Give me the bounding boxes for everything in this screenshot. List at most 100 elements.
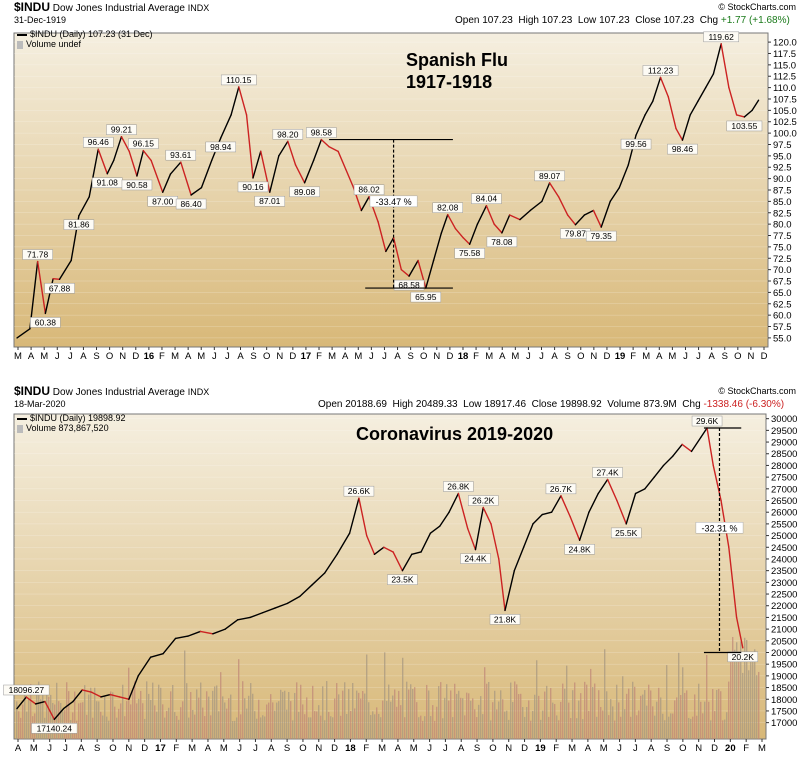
data-label: 79.35	[591, 231, 613, 241]
x-tick-label: J	[212, 351, 217, 362]
y-tick-label: 28000	[771, 461, 797, 472]
data-label: 18096.27	[9, 685, 45, 695]
volume-bars	[16, 636, 760, 739]
price-segment	[501, 214, 511, 234]
volume-bar	[718, 688, 720, 739]
volume-bar	[212, 690, 214, 739]
volume-bar	[572, 690, 574, 739]
chart-name: Dow Jones Industrial Average	[52, 3, 185, 14]
price-segment	[245, 114, 254, 179]
volume-bar	[274, 710, 276, 739]
volume-bar	[504, 711, 506, 739]
y-tick-label: 105.0	[773, 106, 797, 117]
volume-bar	[454, 683, 456, 739]
price-segment	[420, 532, 432, 553]
x-tick-label: N	[433, 351, 440, 362]
y-tick-label: 67.5	[773, 277, 792, 288]
y-tick-label: 85.0	[773, 197, 792, 208]
volume-bar	[102, 715, 104, 739]
price-segment	[220, 114, 232, 139]
data-label-box	[175, 198, 207, 210]
volume-bar	[438, 686, 440, 739]
x-tick-label: N	[505, 743, 512, 754]
data-label: 26.6K	[348, 486, 371, 496]
volume-bar	[160, 687, 162, 739]
y-tick-label: 26000	[771, 508, 797, 519]
volume-bar	[486, 683, 488, 739]
volume-bar	[356, 690, 358, 739]
volume-bar	[88, 694, 90, 739]
x-tick-label: M	[642, 351, 650, 362]
volume-bar	[210, 715, 212, 739]
volume-bar	[308, 717, 310, 739]
price-segment	[36, 260, 47, 315]
y-tick-label: 17500	[771, 706, 797, 717]
volume-bar	[372, 711, 374, 739]
volume-bar	[146, 681, 148, 739]
y-tick-label: 27000	[771, 484, 797, 495]
volume-bar	[208, 696, 210, 739]
volume-bar	[302, 704, 304, 739]
volume-bar	[186, 683, 188, 739]
volume-bar	[58, 701, 60, 739]
data-label: 82.08	[437, 203, 459, 213]
volume-bar	[408, 689, 410, 739]
price-segment	[513, 546, 525, 572]
price-segment	[200, 159, 213, 189]
volume-bar	[488, 682, 490, 739]
volume-bar	[296, 682, 298, 739]
volume-bar	[686, 690, 688, 739]
data-label-box	[220, 74, 257, 86]
data-label: 86.02	[358, 185, 380, 195]
volume-bar	[114, 706, 116, 739]
x-tick-label: M	[758, 743, 766, 754]
volume-bar	[336, 683, 338, 739]
y-tick-label: 22000	[771, 601, 797, 612]
volume-bar	[496, 709, 498, 739]
x-tick-label: N	[276, 351, 283, 362]
price-segment	[118, 696, 130, 700]
x-tick-label: M	[600, 743, 608, 754]
x-tick-label: N	[695, 743, 702, 754]
volume-bar	[252, 693, 254, 739]
volume-bar	[374, 714, 376, 739]
x-tick-label: S	[407, 351, 413, 362]
price-segment	[606, 478, 618, 502]
volume-bar	[390, 701, 392, 739]
x-tick-label: D	[132, 351, 139, 362]
price-segment	[34, 700, 46, 705]
price-segment	[728, 546, 738, 619]
volume-bar	[428, 690, 430, 739]
price-segment	[260, 150, 271, 193]
x-tick-label: O	[489, 743, 496, 754]
volume-bar	[592, 687, 594, 739]
volume-bar	[264, 716, 266, 739]
data-label-box	[432, 202, 463, 213]
price-segment	[560, 495, 571, 518]
x-tick-label: J	[443, 743, 448, 754]
x-tick-label: D	[141, 743, 148, 754]
volume-bar	[670, 713, 672, 739]
y-tick-label: 22500	[771, 590, 797, 601]
data-label: 87.00	[152, 196, 174, 206]
y-tick-label: 28500	[771, 449, 797, 460]
price-segment	[328, 146, 339, 153]
volume-bar	[232, 720, 234, 739]
price-segment	[199, 630, 214, 635]
x-tick-label: A	[15, 743, 22, 754]
volume-bar	[164, 717, 166, 739]
volume-bar	[194, 714, 196, 739]
x-tick-label: A	[648, 743, 655, 754]
price-segment	[137, 656, 152, 677]
legend-price: $INDU (Daily) 107.23 (31 Dec)	[30, 29, 153, 39]
drawdown-label-box	[369, 195, 418, 208]
price-segment	[425, 259, 435, 289]
x-tick-label: D	[711, 743, 718, 754]
volume-bar	[250, 683, 252, 739]
x-tick-label: J	[696, 351, 701, 362]
volume-bar	[292, 720, 294, 739]
data-label-box	[353, 184, 385, 195]
volume-bar	[550, 688, 552, 739]
volume-bar	[674, 700, 676, 739]
volume-bar	[80, 702, 82, 739]
